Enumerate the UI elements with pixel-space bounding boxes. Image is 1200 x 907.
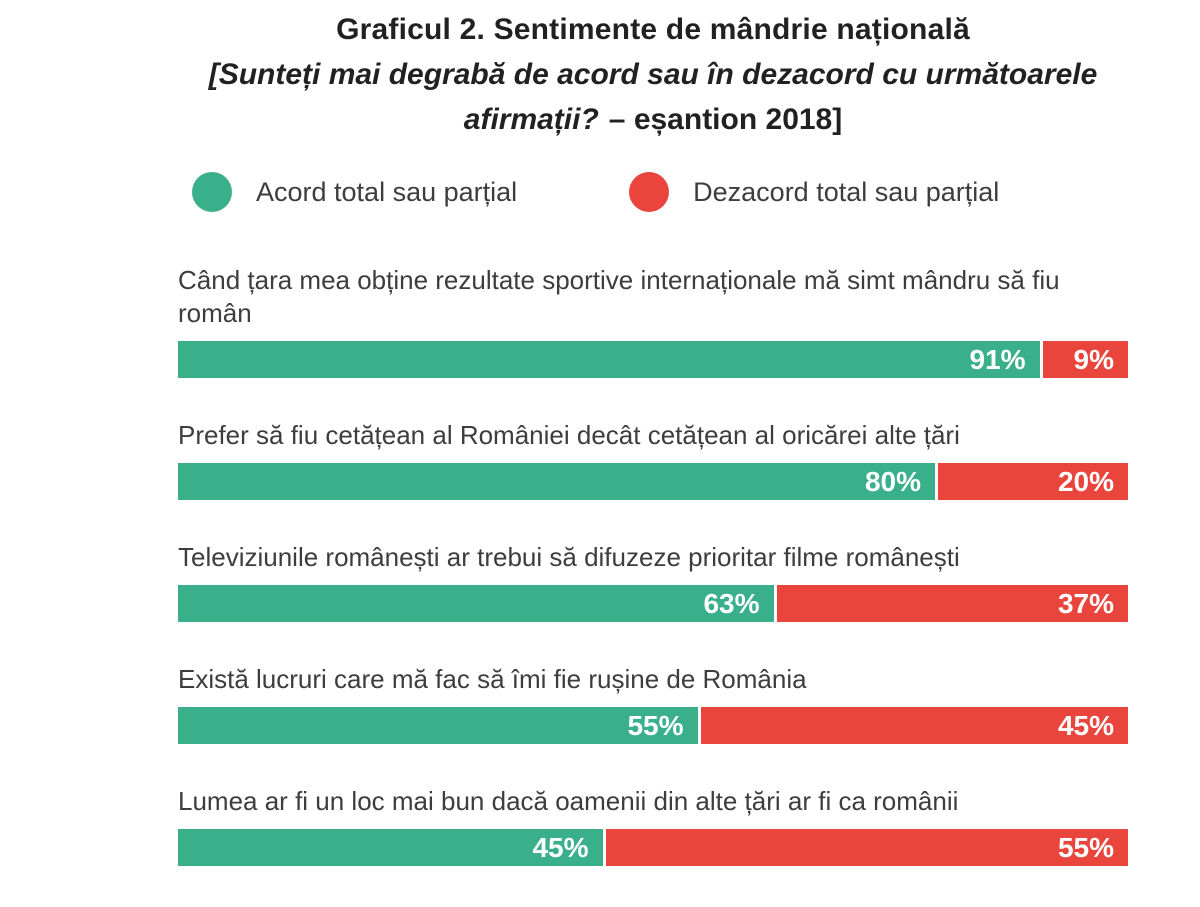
stacked-bar: 63% 37%: [178, 585, 1128, 622]
legend: Acord total sau parțial Dezacord total s…: [178, 172, 1128, 212]
agree-segment: 55%: [178, 707, 701, 744]
stacked-bar: 45% 55%: [178, 829, 1128, 866]
agree-value-label: 63%: [703, 587, 760, 619]
statement-label: Lumea ar fi un loc mai bun dacă oamenii …: [178, 786, 959, 816]
disagree-dot-icon: [629, 172, 670, 212]
disagree-value-label: 45%: [1057, 709, 1114, 741]
statement-label: Televiziunile românești ar trebui să dif…: [178, 542, 960, 572]
disagree-segment: 37%: [776, 585, 1128, 622]
chart-row: Când țara mea obține rezultate sportive …: [178, 264, 1128, 378]
agree-segment: 45%: [178, 829, 606, 866]
agree-value-label: 45%: [532, 831, 589, 863]
chart-row: Televiziunile românești ar trebui să dif…: [178, 541, 1128, 622]
chart-row: Lumea ar fi un loc mai bun dacă oamenii …: [178, 785, 1128, 866]
statement-label: Există lucruri care mă fac să îmi fie ru…: [178, 664, 807, 694]
chart-title: Graficul 2. Sentimente de mândrie națion…: [336, 13, 970, 46]
disagree-value-label: 20%: [1057, 465, 1114, 497]
legend-label-agree: Acord total sau parțial: [256, 176, 518, 207]
bars-area: Când țara mea obține rezultate sportive …: [178, 264, 1128, 866]
legend-label-disagree: Dezacord total sau parțial: [693, 176, 1000, 207]
disagree-value-label: 55%: [1057, 831, 1114, 863]
disagree-segment: 9%: [1042, 341, 1128, 378]
stacked-bar: 55% 45%: [178, 707, 1128, 744]
disagree-segment: 55%: [605, 829, 1128, 866]
chart-subtitle: [Sunteți mai degrabă de acord sau în dez…: [178, 52, 1128, 142]
chart-row: Există lucruri care mă fac să îmi fie ru…: [178, 663, 1128, 744]
agree-segment: 91%: [178, 341, 1043, 378]
agree-dot-icon: [192, 172, 232, 212]
stacked-bar: 80% 20%: [178, 463, 1128, 500]
stacked-bar: 91% 9%: [178, 341, 1128, 378]
statement-label: Prefer să fiu cetățean al României decât…: [178, 420, 960, 450]
chart-row: Prefer să fiu cetățean al României decât…: [178, 419, 1128, 500]
agree-segment: 80%: [178, 463, 938, 500]
agree-value-label: 91%: [969, 343, 1026, 375]
agree-value-label: 55%: [627, 709, 684, 741]
disagree-segment: 20%: [938, 463, 1128, 500]
disagree-value-label: 9%: [1073, 343, 1114, 375]
agree-value-label: 80%: [864, 465, 921, 497]
subtitle-question: [Sunteți mai degrabă de acord sau în dez…: [208, 58, 1098, 136]
disagree-segment: 45%: [700, 707, 1128, 744]
chart-container: Graficul 2. Sentimente de mândrie națion…: [178, 8, 1128, 907]
disagree-value-label: 37%: [1057, 587, 1114, 619]
agree-segment: 63%: [178, 585, 777, 622]
subtitle-sample: – eșantion 2018]: [608, 103, 843, 136]
legend-item-disagree: Dezacord total sau parțial: [629, 172, 999, 212]
statement-label: Când țara mea obține rezultate sportive …: [178, 265, 1060, 328]
legend-item-agree: Acord total sau parțial: [192, 172, 517, 212]
